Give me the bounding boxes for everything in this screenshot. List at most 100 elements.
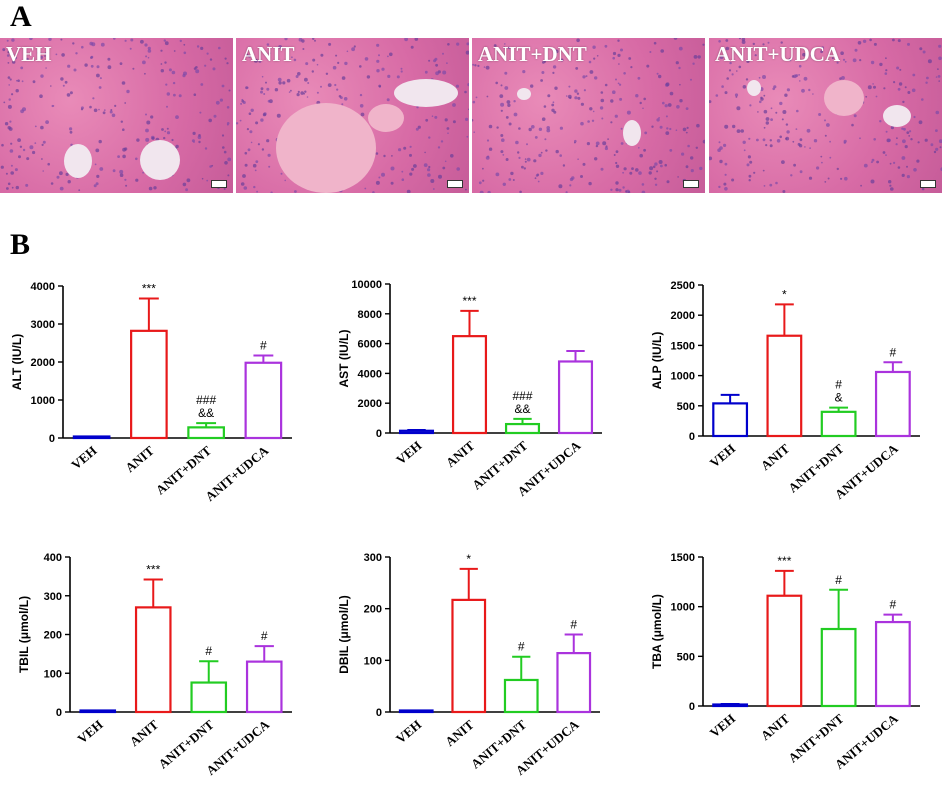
y-axis-label: TBIL (μmol/L) <box>17 596 31 673</box>
y-axis-label: ALP (IU/L) <box>650 332 664 390</box>
y-tick-label: 500 <box>677 401 695 413</box>
panel-label-a: A <box>10 0 32 33</box>
x-tick-label: ANIT <box>442 717 477 750</box>
y-tick-label: 0 <box>376 428 382 440</box>
bar <box>874 620 911 708</box>
y-tick-label: 1500 <box>671 340 695 352</box>
x-tick-label: VEH <box>68 443 99 473</box>
histology-label: ANIT+UDCA <box>715 42 841 66</box>
bar <box>244 361 283 440</box>
x-tick-label: ANIT <box>758 711 793 744</box>
bar <box>451 598 487 714</box>
y-tick-label: 1500 <box>671 552 695 564</box>
y-tick-label: 1000 <box>671 602 695 614</box>
histology-label: ANIT+DNT <box>478 42 587 66</box>
histology-texture <box>236 38 469 193</box>
y-tick-label: 1000 <box>671 371 695 383</box>
y-axis-label: TBA (μmol/L) <box>650 594 664 669</box>
y-tick-label: 4000 <box>358 368 382 380</box>
x-tick-label: ANIT <box>122 443 157 476</box>
x-tick-label: ANIT <box>758 441 793 474</box>
bar <box>190 681 228 714</box>
y-tick-label: 2000 <box>358 398 382 410</box>
y-tick-label: 2500 <box>671 280 695 292</box>
y-tick-label: 10000 <box>351 279 382 291</box>
bar <box>712 402 749 438</box>
x-tick-label: VEH <box>707 441 738 471</box>
significance-label: # <box>890 345 897 359</box>
scale-bar <box>920 180 936 188</box>
histology-image-anit-dnt: ANIT+DNT <box>472 38 705 193</box>
significance-label: * <box>782 287 787 301</box>
bar <box>557 360 594 435</box>
histology-image-veh: VEH <box>0 38 233 193</box>
x-tick-label: VEH <box>707 711 738 741</box>
bar <box>451 335 488 435</box>
y-tick-label: 0 <box>56 707 62 719</box>
significance-label: *** <box>462 294 476 308</box>
y-tick-label: 0 <box>689 701 695 713</box>
panel-label-b: B <box>10 228 31 261</box>
scale-bar <box>211 180 227 188</box>
significance-label: # <box>570 618 577 632</box>
y-tick-label: 500 <box>677 651 695 663</box>
y-tick-label: 200 <box>44 630 62 642</box>
y-tick-label: 4000 <box>31 281 55 293</box>
scale-bar <box>683 180 699 188</box>
y-tick-label: 100 <box>44 668 62 680</box>
y-tick-label: 0 <box>689 431 695 443</box>
bar <box>245 660 283 714</box>
significance-label: # <box>835 573 842 587</box>
y-tick-label: 0 <box>49 433 55 445</box>
x-tick-label: ANIT+UDCA <box>202 442 271 504</box>
y-tick-label: 300 <box>364 552 382 564</box>
y-tick-label: 300 <box>44 591 62 603</box>
histology-texture <box>0 38 232 192</box>
significance-label: && <box>514 402 530 416</box>
significance-label: & <box>835 391 843 405</box>
y-tick-label: 6000 <box>358 339 382 351</box>
bar <box>187 426 225 440</box>
x-tick-label: VEH <box>393 438 424 468</box>
histology-label: ANIT <box>242 42 295 66</box>
histology-image-anit: ANIT <box>236 38 469 193</box>
x-tick-label: ANIT <box>443 438 478 471</box>
histology-texture <box>472 38 705 193</box>
bar <box>556 651 592 714</box>
histology-image-anit-udca: ANIT+UDCA <box>709 38 942 193</box>
y-tick-label: 0 <box>376 707 382 719</box>
y-tick-label: 1000 <box>31 395 55 407</box>
scale-bar <box>447 180 463 188</box>
significance-label: *** <box>146 562 160 576</box>
x-tick-label: ANIT <box>127 717 162 750</box>
significance-label: # <box>260 339 267 353</box>
y-tick-label: 2000 <box>31 357 55 369</box>
significance-label: # <box>205 644 212 658</box>
significance-label: ### <box>512 389 532 403</box>
bar <box>504 422 541 435</box>
y-axis-label: AST (IU/L) <box>337 330 351 388</box>
significance-label: * <box>466 552 471 566</box>
y-tick-label: 3000 <box>31 319 55 331</box>
y-tick-label: 100 <box>364 655 382 667</box>
bar <box>820 627 857 708</box>
y-tick-label: 400 <box>44 552 62 564</box>
significance-label: *** <box>142 282 156 296</box>
y-tick-label: 2000 <box>671 310 695 322</box>
y-tick-label: 8000 <box>358 309 382 321</box>
y-tick-label: 200 <box>364 604 382 616</box>
bar <box>134 606 172 714</box>
bar <box>398 429 435 435</box>
significance-label: # <box>261 629 268 643</box>
x-tick-label: VEH <box>393 717 424 747</box>
histology-label: VEH <box>6 42 52 66</box>
significance-label: && <box>198 406 214 420</box>
bar <box>820 410 857 438</box>
significance-label: # <box>518 640 525 654</box>
significance-label: *** <box>777 554 791 568</box>
x-tick-label: VEH <box>74 717 105 747</box>
significance-label: # <box>890 598 897 612</box>
bar <box>503 678 539 714</box>
significance-label: # <box>835 378 842 392</box>
